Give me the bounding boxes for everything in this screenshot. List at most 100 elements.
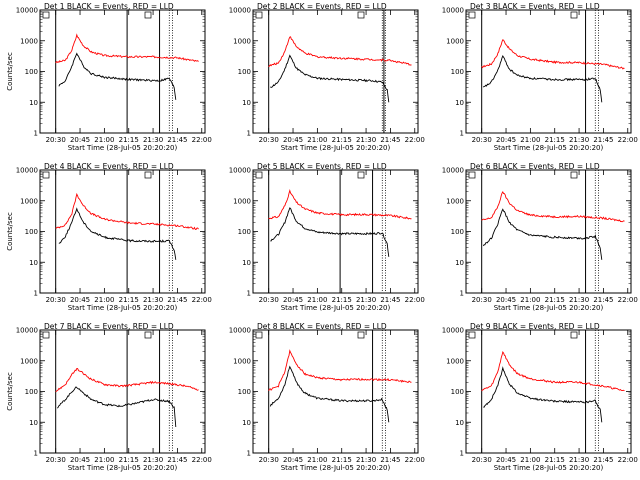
x-tick-label: 21:45 [380,136,400,144]
lld-series-line [55,192,199,230]
x-tick-label: 21:00 [520,296,540,304]
lld-series-line [55,33,199,64]
legend-box [357,11,365,19]
x-tick-label: 21:45 [593,296,613,304]
x-tick-label: 20:30 [472,296,492,304]
legend-box [42,331,50,339]
x-tick-label: 20:30 [46,296,66,304]
x-tick-label: 20:45 [70,296,90,304]
detector-panel: Det 5 BLACK = Events, RED = LLD 1 10 100 100… [229,162,425,312]
plot-frame [252,9,419,134]
panel-title: Det 6 BLACK = Events, RED = LLD [470,162,600,171]
x-tick-label: 22:00 [192,456,212,464]
legend-box [357,331,365,339]
x-axis-label: Start Time (28-Jul-05 20:20:20) [68,464,178,472]
y-tick-label: 10 [242,419,251,427]
y-axis-label: Counts/sec [6,372,14,411]
y-tick-label: 10000 [229,327,251,335]
x-tick-label: 21:30 [356,136,376,144]
x-tick-label: 20:45 [496,136,516,144]
x-axis-label: Start Time (28-Jul-05 20:20:20) [494,144,604,152]
legend-box [255,171,263,179]
detector-panel: Det 7 BLACK = Events, RED = LLD 1 10 100 100… [6,322,212,472]
plot-frame [252,329,419,454]
y-tick-label: 10 [242,259,251,267]
legend-box [468,171,476,179]
x-axis-label: Start Time (28-Jul-05 20:20:20) [68,144,178,152]
x-tick-label: 22:00 [405,296,425,304]
x-axis-label: Start Time (28-Jul-05 20:20:20) [68,304,178,312]
events-series-line [270,207,390,257]
y-tick-label: 10 [242,99,251,107]
x-tick-label: 20:45 [283,136,303,144]
lld-series-line [481,39,625,70]
y-tick-label: 1 [460,130,464,138]
x-tick-label: 21:00 [520,456,540,464]
plot-frame [465,329,632,454]
x-tick-label: 20:30 [259,456,279,464]
x-tick-label: 21:30 [356,456,376,464]
events-series-line [58,52,177,100]
legend-box [570,331,578,339]
y-tick-label: 100 [451,68,464,76]
x-axis-label: Start Time (28-Jul-05 20:20:20) [494,464,604,472]
y-tick-label: 10000 [229,167,251,175]
x-tick-label: 20:30 [259,136,279,144]
lld-series-line [481,350,625,392]
detector-panel: Det 9 BLACK = Events, RED = LLD 1 10 100 100… [442,322,638,472]
x-tick-label: 21:45 [167,456,187,464]
y-tick-label: 1000 [446,37,464,45]
y-tick-label: 10 [29,419,38,427]
events-series-line [482,208,603,260]
panel-title: Det 7 BLACK = Events, RED = LLD [44,322,174,331]
panel-title: Det 9 BLACK = Events, RED = LLD [470,322,600,331]
x-tick-label: 21:45 [167,296,187,304]
plot-frame [39,329,206,454]
detector-panel: Det 3 BLACK = Events, RED = LLD 1 10 100 100… [442,2,638,152]
legend-box [144,171,152,179]
y-tick-label: 1000 [233,197,251,205]
legend-box [42,171,50,179]
x-tick-label: 21:45 [380,296,400,304]
x-tick-label: 21:30 [569,456,589,464]
x-tick-label: 22:00 [192,296,212,304]
panel-title: Det 2 BLACK = Events, RED = LLD [257,2,387,11]
x-tick-label: 20:45 [496,456,516,464]
x-tick-label: 22:00 [618,296,638,304]
legend-box [42,11,50,19]
x-tick-label: 21:00 [307,456,327,464]
y-tick-label: 1000 [233,37,251,45]
y-tick-label: 1 [34,450,38,458]
y-tick-label: 100 [238,68,251,76]
x-tick-label: 20:45 [70,456,90,464]
y-tick-label: 100 [451,388,464,396]
plot-frame [252,169,419,294]
panel-title: Det 5 BLACK = Events, RED = LLD [257,162,387,171]
y-axis-label: Counts/sec [6,212,14,251]
x-tick-label: 21:45 [593,456,613,464]
legend-box [357,171,365,179]
x-tick-label: 21:15 [332,456,352,464]
x-tick-label: 21:15 [119,296,139,304]
x-axis-label: Start Time (28-Jul-05 20:20:20) [281,144,391,152]
x-tick-label: 20:30 [46,136,66,144]
x-tick-label: 21:00 [520,136,540,144]
x-tick-label: 20:30 [46,456,66,464]
panel-title: Det 4 BLACK = Events, RED = LLD [44,162,174,171]
x-tick-label: 21:15 [332,136,352,144]
y-tick-label: 1000 [446,197,464,205]
x-tick-label: 20:45 [70,136,90,144]
legend-box [255,11,263,19]
plot-frame [39,169,206,294]
x-tick-label: 20:30 [472,136,492,144]
legend-box [468,331,476,339]
events-series-line [58,207,177,260]
y-tick-label: 1000 [446,357,464,365]
x-tick-label: 21:15 [545,456,565,464]
y-tick-label: 1 [247,290,251,298]
x-tick-label: 21:45 [593,136,613,144]
y-tick-label: 1 [34,290,38,298]
y-tick-label: 10000 [442,167,464,175]
y-tick-label: 1 [247,130,251,138]
y-tick-label: 100 [25,228,38,236]
